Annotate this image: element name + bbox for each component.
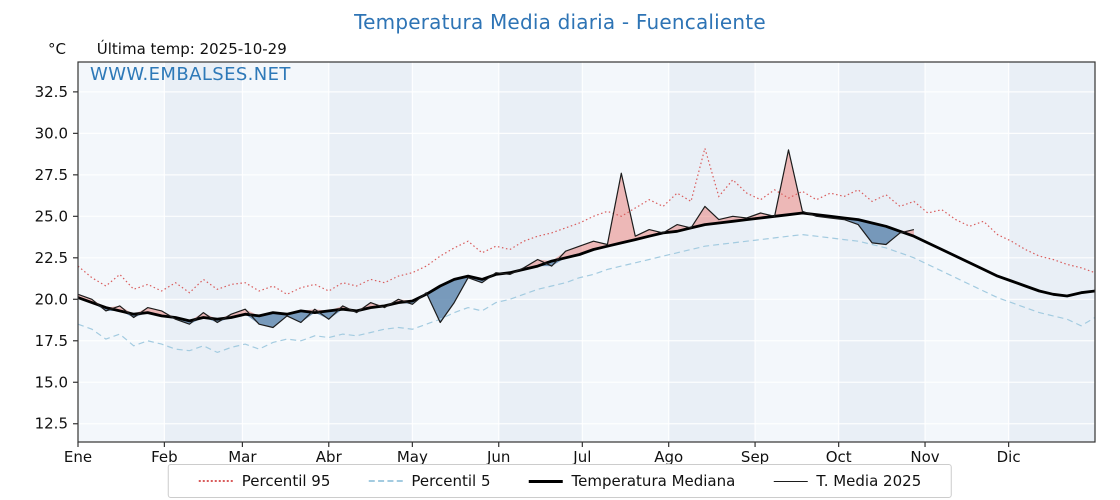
- svg-text:Ene: Ene: [64, 448, 92, 466]
- svg-text:Nov: Nov: [910, 448, 939, 466]
- mediana-line-sample: [528, 479, 563, 483]
- svg-text:20.0: 20.0: [35, 290, 68, 308]
- svg-text:May: May: [397, 448, 428, 466]
- watermark: WWW.EMBALSES.NET: [90, 64, 291, 85]
- legend-label: T. Media 2025: [816, 472, 922, 490]
- axis-header: °C Última temp: 2025-10-29: [48, 40, 287, 58]
- legend-item-mediana: Temperatura Mediana: [528, 472, 735, 490]
- svg-text:22.5: 22.5: [35, 249, 68, 267]
- legend-item-percentil-5: Percentil 5: [368, 472, 490, 490]
- svg-text:12.5: 12.5: [35, 415, 68, 433]
- svg-text:15.0: 15.0: [35, 373, 68, 391]
- legend-label: Temperatura Mediana: [571, 472, 736, 490]
- svg-text:32.5: 32.5: [35, 83, 68, 101]
- legend-label: Percentil 5: [411, 472, 491, 490]
- chart-title: Temperatura Media diaria - Fuencaliente: [354, 10, 766, 34]
- last-temp-label: Última temp: 2025-10-29: [96, 40, 287, 58]
- svg-text:30.0: 30.0: [35, 124, 68, 142]
- svg-text:25.0: 25.0: [35, 207, 68, 225]
- legend-label: Percentil 95: [241, 472, 331, 490]
- svg-text:27.5: 27.5: [35, 166, 68, 184]
- svg-text:Feb: Feb: [151, 448, 178, 466]
- y-axis-unit-label: °C: [48, 40, 66, 58]
- legend-box: Percentil 95 Percentil 5 Temperatura Med…: [167, 464, 953, 498]
- percentil-95-line-sample: [198, 480, 233, 482]
- svg-text:Jun: Jun: [486, 448, 510, 466]
- svg-text:Mar: Mar: [228, 448, 257, 466]
- svg-text:Ago: Ago: [654, 448, 683, 466]
- percentil-5-line-sample: [368, 480, 403, 482]
- svg-text:Dic: Dic: [997, 448, 1021, 466]
- svg-text:Oct: Oct: [826, 448, 852, 466]
- svg-text:17.5: 17.5: [35, 332, 68, 350]
- svg-text:Sep: Sep: [741, 448, 769, 466]
- svg-text:Jul: Jul: [572, 448, 591, 466]
- legend-item-percentil-95: Percentil 95: [198, 472, 331, 490]
- media-2025-line-sample: [773, 480, 808, 482]
- legend-item-media-2025: T. Media 2025: [773, 472, 921, 490]
- svg-text:Abr: Abr: [316, 448, 343, 466]
